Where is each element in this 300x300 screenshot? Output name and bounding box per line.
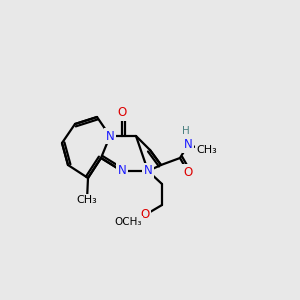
Text: N: N <box>144 164 152 178</box>
Text: N: N <box>184 139 192 152</box>
Text: N: N <box>106 130 114 142</box>
Text: O: O <box>117 106 127 119</box>
Text: CH₃: CH₃ <box>76 195 98 205</box>
Text: N: N <box>118 164 126 178</box>
Text: O: O <box>140 208 150 221</box>
Text: H: H <box>182 126 190 136</box>
Text: CH₃: CH₃ <box>196 145 218 155</box>
Text: O: O <box>183 166 193 178</box>
Text: OCH₃: OCH₃ <box>114 217 142 227</box>
